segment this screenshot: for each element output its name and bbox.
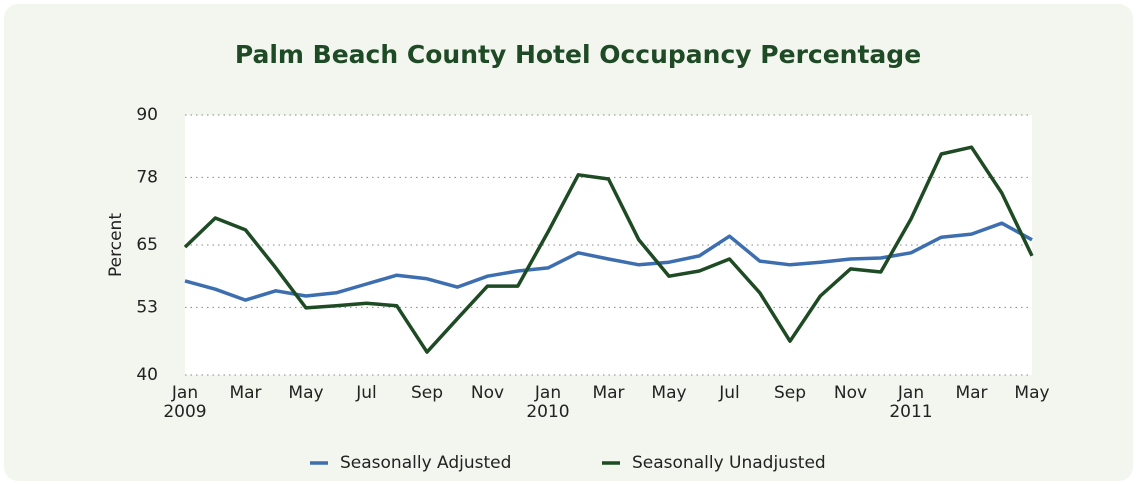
- y-axis-label: Percent: [106, 213, 126, 277]
- line-series: [183, 145, 1034, 354]
- x-tick-label: Jan 2011: [889, 383, 933, 422]
- y-tick-label: 65: [136, 235, 158, 255]
- y-tick-label: 78: [136, 167, 158, 187]
- x-tick-label: Jul: [719, 383, 740, 403]
- legend-label: Seasonally Adjusted: [340, 453, 511, 473]
- x-tick-label: May: [1014, 383, 1050, 403]
- x-tick-label: May: [288, 383, 324, 403]
- legend-label: Seasonally Unadjusted: [632, 453, 826, 473]
- x-tick-label: Sep: [410, 383, 444, 403]
- x-tick-label: Mar: [229, 383, 262, 403]
- x-tick-label: Mar: [592, 383, 625, 403]
- y-tick-label: 53: [136, 297, 158, 317]
- x-tick-label: Jul: [356, 383, 377, 403]
- x-tick-label: Nov: [833, 383, 868, 403]
- y-tick-label: 40: [136, 365, 158, 385]
- x-tick-label: May: [651, 383, 687, 403]
- x-tick-label: Jan 2009: [163, 383, 207, 422]
- chart-title: Palm Beach County Hotel Occupancy Percen…: [235, 40, 921, 69]
- x-tick-label: Mar: [955, 383, 988, 403]
- x-tick-label: Jan 2010: [526, 383, 570, 422]
- x-tick-label: Sep: [773, 383, 807, 403]
- y-tick-label: 90: [136, 105, 158, 125]
- x-tick-label: Nov: [470, 383, 505, 403]
